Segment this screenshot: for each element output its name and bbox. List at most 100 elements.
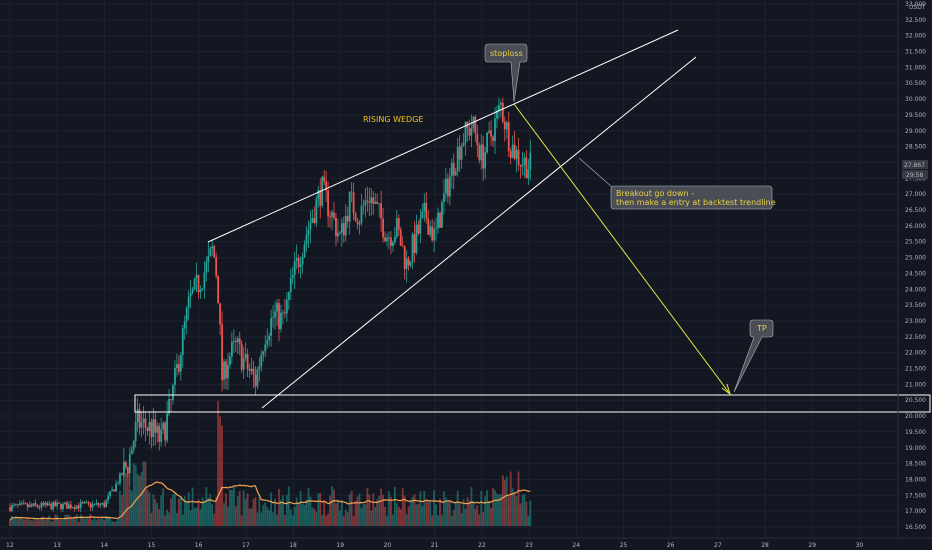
volume-bar [9, 520, 11, 526]
volume-bar [264, 502, 267, 526]
volume-bar [437, 515, 439, 526]
volume-bar [378, 495, 381, 526]
candle-body [342, 223, 345, 236]
volume-bar [58, 520, 60, 526]
volume-bar [142, 461, 145, 526]
volume-bar [291, 515, 294, 526]
volume-bar [162, 488, 165, 526]
candle-body [443, 193, 445, 203]
candles [9, 97, 532, 513]
price-tick-label: 25.500 [905, 239, 926, 246]
time-tick-label: 28 [761, 542, 769, 549]
candle-body [431, 226, 434, 241]
candle-body [492, 136, 494, 142]
candle-body [390, 237, 392, 246]
volume-bar [307, 487, 310, 526]
candle-body [68, 504, 70, 509]
candle-body [201, 288, 204, 290]
volume-bar [250, 508, 253, 526]
candle-body [282, 312, 284, 314]
candle-body [496, 110, 498, 119]
volume-bar [295, 497, 298, 526]
volume-bar [337, 499, 339, 526]
volume-bar [338, 510, 341, 526]
volume-bar [382, 495, 384, 526]
volume-bar [11, 515, 13, 526]
candle-body [246, 354, 249, 370]
wedge-upper-line [207, 29, 679, 243]
volume-bar [446, 500, 449, 526]
support-zone [134, 394, 931, 413]
candle-body [499, 102, 502, 105]
candle-body [366, 200, 369, 202]
stoploss-callout[interactable]: stoploss [484, 43, 528, 103]
candle-body [393, 236, 396, 243]
volume-bar [121, 495, 123, 526]
volume-bar [44, 519, 47, 526]
volume-bar [103, 520, 106, 526]
time-axis[interactable]: 12 13 14 15 16 17 18 19 20 21 22 23 24 25 26 27 28 29 30 [0, 537, 932, 549]
candle-body [439, 212, 441, 228]
volume-bar [458, 502, 461, 526]
volume-bar [242, 490, 245, 526]
volume-bar [319, 492, 322, 526]
volume-bar [515, 496, 518, 526]
candle-body [62, 503, 64, 510]
volume-bar [423, 491, 426, 526]
candle-body [266, 340, 269, 345]
volume-bar [305, 499, 308, 526]
candle-body [293, 261, 296, 276]
volume-bar [83, 518, 86, 526]
tp-callout[interactable]: TP [733, 319, 774, 393]
volume-bar [69, 516, 72, 526]
volume-bar [376, 499, 379, 526]
price-tick-label: 30.000 [905, 96, 926, 103]
volume-bar [115, 520, 117, 526]
volume-bar [191, 487, 194, 526]
candle-body [30, 504, 33, 506]
candle-body [513, 144, 516, 159]
time-tick-label: 17 [242, 542, 250, 549]
candle-body [81, 502, 84, 504]
candle-body [13, 504, 15, 506]
candle-body [209, 248, 212, 256]
price-tick-label: 32.500 [905, 17, 926, 24]
candle-body [244, 354, 247, 359]
candle-body [405, 258, 408, 270]
time-tick-label: 25 [620, 542, 628, 549]
candle-body [315, 198, 318, 223]
candle-body [309, 222, 312, 230]
candle-body [305, 235, 308, 245]
volume-bar [187, 492, 190, 526]
candle-body [454, 171, 457, 176]
candle-body [58, 502, 60, 504]
volume-bar [374, 507, 377, 526]
volume-bar [299, 490, 302, 526]
volume-bar [468, 500, 471, 526]
candle-body [73, 507, 76, 510]
volume-bar [301, 503, 304, 526]
stoploss-label: stoploss [490, 49, 523, 58]
volume-bar [370, 510, 373, 526]
volume-bar [154, 499, 157, 526]
volume-bar [258, 496, 261, 526]
candle-body [211, 246, 214, 249]
volume-bar [189, 510, 192, 526]
volume-bar [266, 506, 269, 526]
volume-bar [138, 476, 141, 526]
volume-bar [81, 516, 84, 526]
volume-bar [256, 512, 259, 526]
time-tick-label: 30 [856, 542, 864, 549]
candle-body [270, 317, 273, 336]
candle-body [378, 203, 381, 205]
candle-body [109, 491, 112, 496]
volume-bar [490, 508, 492, 526]
volume-bar [144, 461, 147, 526]
volume-bar [335, 503, 337, 526]
breakout-callout[interactable]: Breakout go down - then make a entry at … [578, 157, 776, 210]
candle-body [128, 454, 131, 474]
volume-bar [498, 494, 500, 526]
volume-bar [93, 517, 96, 526]
volume-bar [91, 520, 94, 526]
